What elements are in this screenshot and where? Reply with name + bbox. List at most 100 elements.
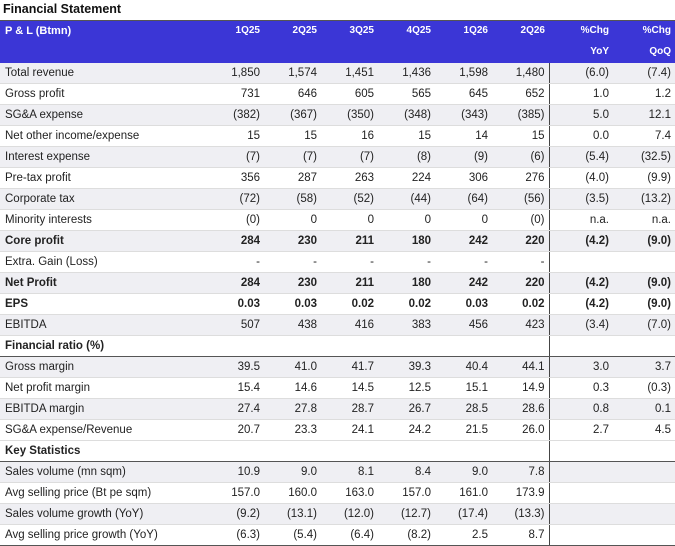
table-row: Sales volume (mn sqm) 10.9 9.0 8.1 8.4 9.0 7.8 bbox=[0, 461, 675, 483]
value-cell: 8.4 bbox=[378, 461, 435, 483]
chg-yoy-cell: 0.8 bbox=[548, 398, 613, 420]
value-cell: 41.7 bbox=[321, 356, 378, 378]
header-chg-yoy-top: %Chg bbox=[549, 21, 613, 44]
value-cell: 0 bbox=[435, 209, 492, 231]
value-cell: (367) bbox=[264, 104, 321, 126]
header-period: 1Q26 bbox=[435, 21, 492, 63]
value-cell: 284 bbox=[207, 272, 264, 294]
value-cell: 8.1 bbox=[321, 461, 378, 483]
table-row: EBITDA 507 438 416 383 456 423 (3.4) (7.0) bbox=[0, 314, 675, 336]
value-cell: 646 bbox=[264, 83, 321, 105]
chg-yoy-cell bbox=[548, 503, 613, 525]
value-cell: - bbox=[264, 251, 321, 273]
value-cell: 14.6 bbox=[264, 377, 321, 399]
value-cell: 15 bbox=[264, 125, 321, 147]
chg-qoq-cell: 3.7 bbox=[613, 356, 675, 378]
table-row: EPS 0.03 0.03 0.02 0.02 0.03 0.02 (4.2) (9.0) bbox=[0, 293, 675, 315]
chg-qoq-cell: (32.5) bbox=[613, 146, 675, 168]
table-row: EBITDA margin 27.4 27.8 28.7 26.7 28.5 28.6 0.8… bbox=[0, 398, 675, 420]
value-cell: 276 bbox=[492, 167, 549, 189]
table-row: Extra. Gain (Loss) - - - - - - bbox=[0, 251, 675, 273]
table-row: Gross profit 731 646 605 565 645 652 1.0 1.2 bbox=[0, 83, 675, 105]
value-cell: 1,480 bbox=[492, 63, 549, 84]
chg-qoq-cell bbox=[613, 524, 675, 546]
value-cell: 416 bbox=[321, 314, 378, 336]
value-cell: - bbox=[378, 251, 435, 273]
chg-qoq-cell: (0.3) bbox=[613, 377, 675, 399]
value-cell: 0.03 bbox=[264, 293, 321, 315]
value-cell: 12.5 bbox=[378, 377, 435, 399]
value-cell: 1,574 bbox=[264, 63, 321, 84]
chg-yoy-cell: 2.7 bbox=[548, 419, 613, 441]
row-label: Sales volume (mn sqm) bbox=[0, 461, 207, 483]
chg-qoq-cell: (9.0) bbox=[613, 272, 675, 294]
value-cell: 16 bbox=[321, 125, 378, 147]
value-cell: (8) bbox=[378, 146, 435, 168]
value-cell: 731 bbox=[207, 83, 264, 105]
value-cell: 211 bbox=[321, 230, 378, 252]
value-cell: - bbox=[435, 251, 492, 273]
header-period: 2Q26 bbox=[492, 21, 549, 63]
table-row: SG&A expense (382) (367) (350) (348) (343) (38… bbox=[0, 104, 675, 126]
value-cell: (44) bbox=[378, 188, 435, 210]
value-cell: 15 bbox=[378, 125, 435, 147]
value-cell: (56) bbox=[492, 188, 549, 210]
value-cell: 163.0 bbox=[321, 482, 378, 504]
value-cell: 26.7 bbox=[378, 398, 435, 420]
row-label: SG&A expense bbox=[0, 104, 207, 126]
value-cell: 1,850 bbox=[207, 63, 264, 84]
table-body: P & L (Btmn) 1Q25 2Q25 3Q25 4Q25 1Q26 2Q… bbox=[0, 21, 675, 546]
row-label: Pre-tax profit bbox=[0, 167, 207, 189]
value-cell: 645 bbox=[435, 83, 492, 105]
table-row: Net Profit 284 230 211 180 242 220 (4.2) (9.0) bbox=[0, 272, 675, 294]
table-row: Pre-tax profit 356 287 263 224 306 276 (4.0) (9.… bbox=[0, 167, 675, 189]
row-label: Interest expense bbox=[0, 146, 207, 168]
section-chg-spacer bbox=[548, 335, 613, 357]
value-cell: (6.3) bbox=[207, 524, 264, 546]
value-cell: 220 bbox=[492, 272, 549, 294]
value-cell: 605 bbox=[321, 83, 378, 105]
chg-qoq-cell bbox=[613, 482, 675, 504]
value-cell: (13.3) bbox=[492, 503, 549, 525]
chg-yoy-cell bbox=[548, 461, 613, 483]
value-cell: 9.0 bbox=[264, 461, 321, 483]
value-cell: 39.5 bbox=[207, 356, 264, 378]
value-cell: 230 bbox=[264, 272, 321, 294]
header-label: P & L (Btmn) bbox=[0, 21, 207, 63]
value-cell: (6.4) bbox=[321, 524, 378, 546]
chg-qoq-cell: 1.2 bbox=[613, 83, 675, 105]
chg-qoq-cell: (9.0) bbox=[613, 293, 675, 315]
chg-qoq-cell bbox=[613, 503, 675, 525]
table-row: Sales volume growth (YoY) (9.2) (13.1) (12.… bbox=[0, 503, 675, 525]
value-cell: (0) bbox=[492, 209, 549, 231]
header-chg-qoq: QoQ bbox=[613, 44, 675, 63]
value-cell: 15.1 bbox=[435, 377, 492, 399]
chg-yoy-cell: (4.2) bbox=[548, 293, 613, 315]
chg-yoy-cell: 0.0 bbox=[548, 125, 613, 147]
value-cell: 28.7 bbox=[321, 398, 378, 420]
row-label: Net other income/expense bbox=[0, 125, 207, 147]
value-cell: - bbox=[492, 251, 549, 273]
chg-qoq-cell: 0.1 bbox=[613, 398, 675, 420]
value-cell: 2.5 bbox=[435, 524, 492, 546]
value-cell: (8.2) bbox=[378, 524, 435, 546]
value-cell: (348) bbox=[378, 104, 435, 126]
value-cell: 423 bbox=[492, 314, 549, 336]
value-cell: 28.5 bbox=[435, 398, 492, 420]
row-label: Core profit bbox=[0, 230, 207, 252]
value-cell: 9.0 bbox=[435, 461, 492, 483]
row-label: Extra. Gain (Loss) bbox=[0, 251, 207, 273]
chg-yoy-cell: (3.5) bbox=[548, 188, 613, 210]
value-cell: 7.8 bbox=[492, 461, 549, 483]
row-label: Net profit margin bbox=[0, 377, 207, 399]
row-label: SG&A expense/Revenue bbox=[0, 419, 207, 441]
chg-qoq-cell: 4.5 bbox=[613, 419, 675, 441]
value-cell: 160.0 bbox=[264, 482, 321, 504]
value-cell: 14.9 bbox=[492, 377, 549, 399]
financial-table: P & L (Btmn) 1Q25 2Q25 3Q25 4Q25 1Q26 2Q… bbox=[0, 21, 675, 546]
value-cell: (7) bbox=[264, 146, 321, 168]
value-cell: 456 bbox=[435, 314, 492, 336]
value-cell: 284 bbox=[207, 230, 264, 252]
value-cell: 161.0 bbox=[435, 482, 492, 504]
value-cell: 0.03 bbox=[207, 293, 264, 315]
